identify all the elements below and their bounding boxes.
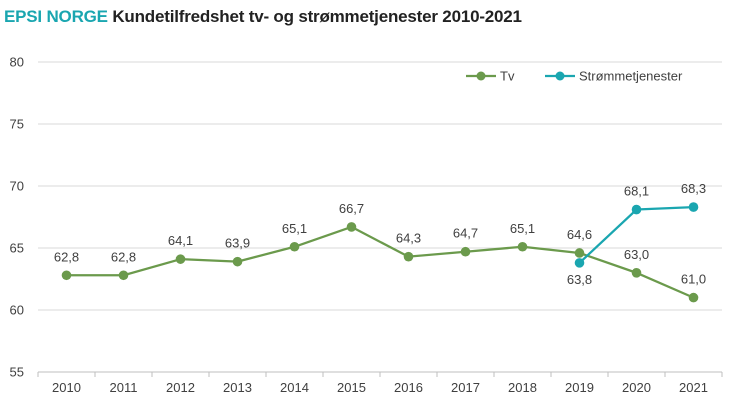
x-tick-label: 2017: [451, 380, 480, 395]
data-point-str-mmetjenester: [574, 258, 585, 268]
gridlines: [38, 61, 722, 311]
x-tick-label: 2010: [52, 380, 81, 395]
series-layer: [61, 202, 699, 303]
title-text: Kundetilfredshet tv- og strømmetjenester…: [112, 7, 522, 26]
data-label: 63,9: [225, 236, 250, 251]
x-tick-label: 2015: [337, 380, 366, 395]
x-tick-label: 2012: [166, 380, 195, 395]
brand-name: EPSI NORGE: [4, 7, 108, 26]
y-tick-label: 65: [10, 241, 24, 256]
data-label: 68,1: [624, 184, 649, 199]
data-label: 65,1: [282, 221, 307, 236]
data-label: 64,6: [567, 227, 592, 242]
data-label: 68,3: [681, 181, 706, 196]
x-tick-label: 2019: [565, 380, 594, 395]
legend-marker-tv: [476, 71, 486, 81]
y-axis: 55 60 65 70 75 80: [10, 55, 24, 380]
x-tick-label: 2020: [622, 380, 651, 395]
y-tick-label: 70: [10, 179, 24, 194]
y-tick-label: 80: [10, 55, 24, 70]
data-point-str-mmetjenester: [688, 202, 699, 212]
data-point-tv: [175, 254, 186, 264]
x-tick-label: 2018: [508, 380, 537, 395]
data-label: 61,0: [681, 272, 706, 287]
x-tick-label: 2013: [223, 380, 252, 395]
data-point-tv: [631, 268, 642, 278]
data-label: 65,1: [510, 221, 535, 236]
x-tick-label: 2014: [280, 380, 309, 395]
y-tick-label: 55: [10, 365, 24, 380]
data-label: 63,0: [624, 247, 649, 262]
y-tick-label: 60: [10, 303, 24, 318]
legend-label-str-mmetjenester: Strømmetjenester: [579, 69, 683, 84]
data-point-tv: [574, 248, 585, 258]
series-line-tv: [66, 225, 694, 299]
legend: Tv Strømmetjenester: [466, 69, 683, 84]
data-label: 64,1: [168, 233, 193, 248]
data-label: 63,8: [567, 272, 592, 287]
y-tick-label: 75: [10, 117, 24, 132]
data-point-tv: [232, 256, 243, 267]
data-label: 66,7: [339, 201, 364, 216]
data-point-tv: [61, 270, 72, 281]
data-labels: 62,8 62,8 64,1 63,9 65,1 66,7 64,3 64,7 65,1 64,6…: [54, 181, 706, 287]
x-tick-label: 2021: [679, 380, 708, 395]
legend-label-tv: Tv: [500, 69, 515, 84]
data-point-tv: [517, 241, 528, 252]
data-point-tv: [403, 251, 414, 262]
data-point-tv: [346, 222, 357, 232]
data-point-tv: [289, 241, 300, 252]
data-point-tv: [688, 292, 699, 303]
data-point-str-mmetjenester: [631, 204, 642, 215]
data-label: 64,3: [396, 231, 421, 246]
x-axis: 2010 2011 2012 2013 2014 2015 2016 2017 2018 2019…: [37, 371, 723, 395]
data-point-tv: [118, 270, 129, 281]
chart-title: EPSI NORGE Kundetilfredshet tv- og strøm…: [4, 7, 522, 27]
data-point-tv: [460, 246, 471, 257]
data-label: 64,7: [453, 226, 478, 241]
data-label: 62,8: [54, 249, 79, 264]
data-label: 62,8: [111, 249, 136, 264]
x-tick-label: 2016: [394, 380, 423, 395]
x-tick-label: 2011: [110, 380, 138, 395]
legend-marker-str-mmetjenester: [555, 71, 565, 81]
